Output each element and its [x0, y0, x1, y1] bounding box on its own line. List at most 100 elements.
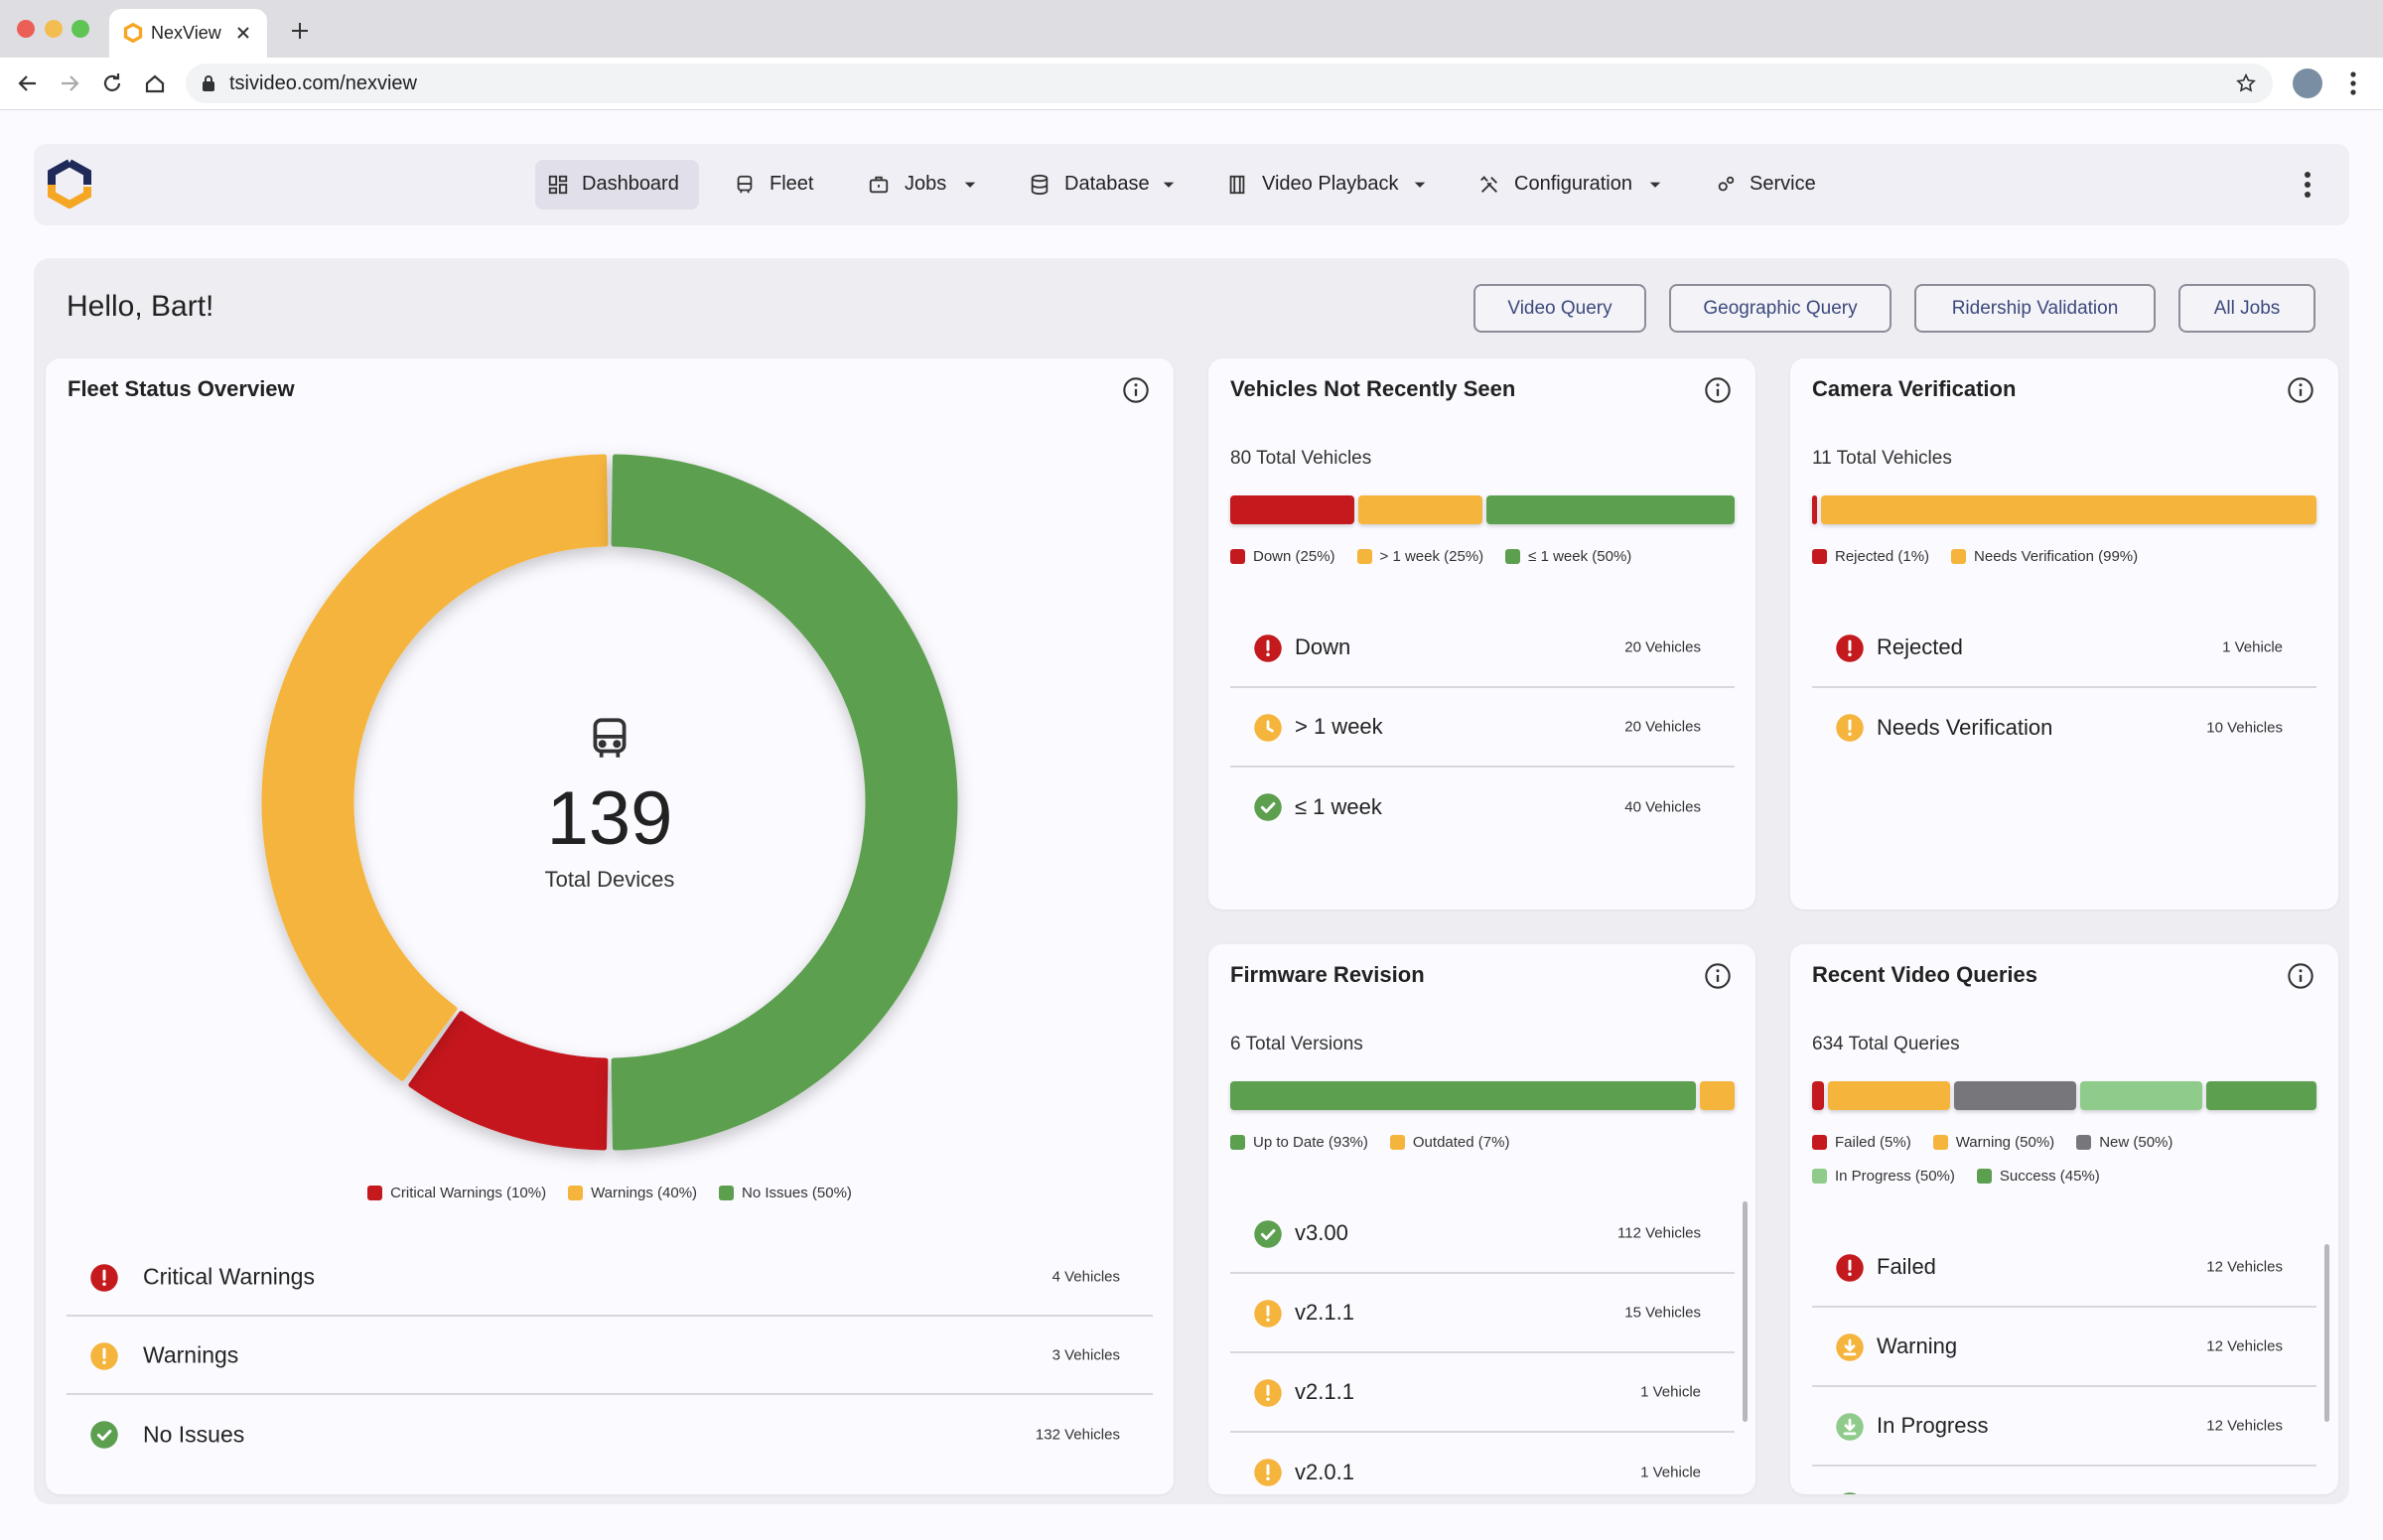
icon-part [737, 175, 753, 192]
tab-close[interactable] [235, 25, 251, 41]
icon-part [558, 175, 568, 183]
status-row[interactable]: Failed 12 Vehicles [1812, 1228, 2316, 1308]
status-row[interactable]: v2.1.1 15 Vehicles [1230, 1274, 1735, 1353]
legend-label: Rejected (1%) [1835, 547, 1930, 565]
row-count: 1 Vehicle [1640, 1464, 1701, 1481]
new-tab[interactable] [290, 21, 310, 41]
action-button[interactable]: Geographic Query [1669, 284, 1892, 333]
avatar[interactable] [2293, 69, 2322, 98]
bar-segment [1230, 1081, 1696, 1110]
card-subtitle: 6 Total Versions [1230, 1034, 1363, 1054]
reload-button[interactable] [103, 73, 121, 91]
legend: Rejected (1%) Needs Verification (99%) [1812, 539, 2138, 573]
bar-segment [1358, 495, 1482, 524]
status-row[interactable]: No Issues 132 Vehicles [67, 1395, 1153, 1473]
status-row[interactable]: v2.1.1 1 Vehicle [1230, 1353, 1735, 1433]
minimize-window[interactable] [45, 20, 63, 38]
menu-dot [2350, 80, 2356, 86]
status-row[interactable]: v3.00 112 Vehicles [1230, 1194, 1735, 1274]
url-bar[interactable]: tsivideo.com/nexview [186, 64, 2273, 103]
icon-part [96, 1429, 112, 1441]
row-label: Needs Verification [1877, 715, 2053, 740]
legend-label: ≤ 1 week (50%) [1528, 547, 1632, 565]
icon-part [2288, 377, 2313, 403]
scrollbar[interactable] [1743, 1201, 1748, 1422]
logo-orange [48, 185, 91, 209]
icon-part [1716, 383, 1720, 387]
status-row[interactable]: In Progress 12 Vehicles [1812, 1387, 2316, 1467]
forward-button[interactable] [62, 75, 79, 91]
home-button[interactable] [145, 74, 165, 93]
icon-part [1843, 1338, 1857, 1356]
nav-item[interactable]: Video Playback [1262, 173, 1399, 195]
icon-part [1266, 1318, 1270, 1322]
icon-part [1848, 1272, 1852, 1276]
row-label: In Progress [1877, 1413, 1989, 1438]
nav-item[interactable]: Dashboard [582, 173, 679, 195]
legend-swatch [1812, 1134, 1827, 1150]
row-label: Warnings [143, 1341, 239, 1367]
browser-tab[interactable]: NexView [109, 9, 267, 58]
icon-part [1266, 1397, 1270, 1401]
info-button[interactable] [1704, 376, 1732, 404]
app-logo[interactable] [47, 159, 92, 209]
row-count: 1 Vehicle [2222, 638, 2283, 656]
status-icon [1254, 714, 1282, 742]
nav-item[interactable]: Configuration [1514, 173, 1632, 195]
row-count: 12 Vehicles [2206, 1258, 2283, 1276]
status-row[interactable]: Rejected 1 Vehicle [1812, 609, 2316, 688]
action-button[interactable]: All Jobs [2178, 284, 2315, 333]
bar-segment [1821, 495, 2316, 524]
nav-item[interactable]: Jobs [905, 173, 947, 195]
status-row[interactable]: > 1 week 20 Vehicles [1230, 688, 1735, 768]
info-button[interactable] [1704, 962, 1732, 990]
nav-item[interactable]: Fleet [770, 173, 814, 195]
close-window[interactable] [17, 20, 35, 38]
legend-label: Up to Date (93%) [1253, 1133, 1368, 1151]
total-label: Total Devices [544, 867, 675, 892]
status-row[interactable]: Down 20 Vehicles [1230, 609, 1735, 688]
info-button[interactable] [2287, 962, 2314, 990]
legend-swatch [2076, 1134, 2092, 1150]
action-button[interactable]: Video Query [1473, 284, 1646, 333]
icon-part [1705, 377, 1731, 403]
card-title: Vehicles Not Recently Seen [1230, 376, 1516, 401]
status-icon [1836, 1333, 1864, 1361]
status-row[interactable]: ≤ 1 week 40 Vehicles [1230, 768, 1735, 847]
scrollbar[interactable] [2324, 1244, 2329, 1422]
status-row[interactable]: Warnings 3 Vehicles [67, 1317, 1153, 1395]
status-row[interactable]: Warning 12 Vehicles [1812, 1308, 2316, 1387]
status-icon [90, 1263, 118, 1292]
maximize-window[interactable] [71, 20, 89, 38]
icon-part [1260, 1229, 1276, 1240]
legend-label: Critical Warnings (10%) [390, 1184, 547, 1201]
action-button[interactable]: Ridership Validation [1914, 284, 2156, 333]
row-label: Rejected [1877, 634, 1963, 659]
row-label: v2.1.1 [1295, 1379, 1354, 1404]
info-button[interactable] [2287, 376, 2314, 404]
legend: In Progress (50%) Success (45%) [1812, 1159, 2100, 1192]
row-count: 132 Vehicles [1035, 1426, 1120, 1443]
card-subtitle: 80 Total Vehicles [1230, 448, 1372, 469]
icon-part [1843, 1418, 1857, 1436]
status-row[interactable]: Success720 Vehicles [1812, 1467, 2316, 1494]
legend-item: New (50%) [2076, 1134, 2173, 1151]
info-button[interactable] [1122, 376, 1150, 404]
status-row[interactable]: Critical Warnings 4 Vehicles [67, 1238, 1153, 1317]
nav-item[interactable]: Service [1750, 173, 1816, 195]
nav-dropdown-caret [964, 182, 976, 188]
bar-segment [1828, 1081, 1951, 1110]
card-title: Firmware Revision [1230, 962, 1425, 987]
icon-part [1163, 182, 1175, 188]
bookmark-star[interactable] [2235, 72, 2257, 94]
icon-part [1716, 969, 1720, 973]
status-row[interactable]: v2.0.1 1 Vehicle [1230, 1433, 1735, 1494]
app-menu[interactable] [2296, 169, 2319, 201]
nav-item[interactable]: Database [1064, 173, 1150, 195]
legend-label: New (50%) [2099, 1133, 2173, 1151]
status-icon [1836, 1413, 1864, 1441]
back-button[interactable] [18, 75, 36, 91]
legend-item: No Issues (50%) [719, 1185, 852, 1201]
status-row[interactable]: Needs Verification 10 Vehicles [1812, 688, 2316, 768]
